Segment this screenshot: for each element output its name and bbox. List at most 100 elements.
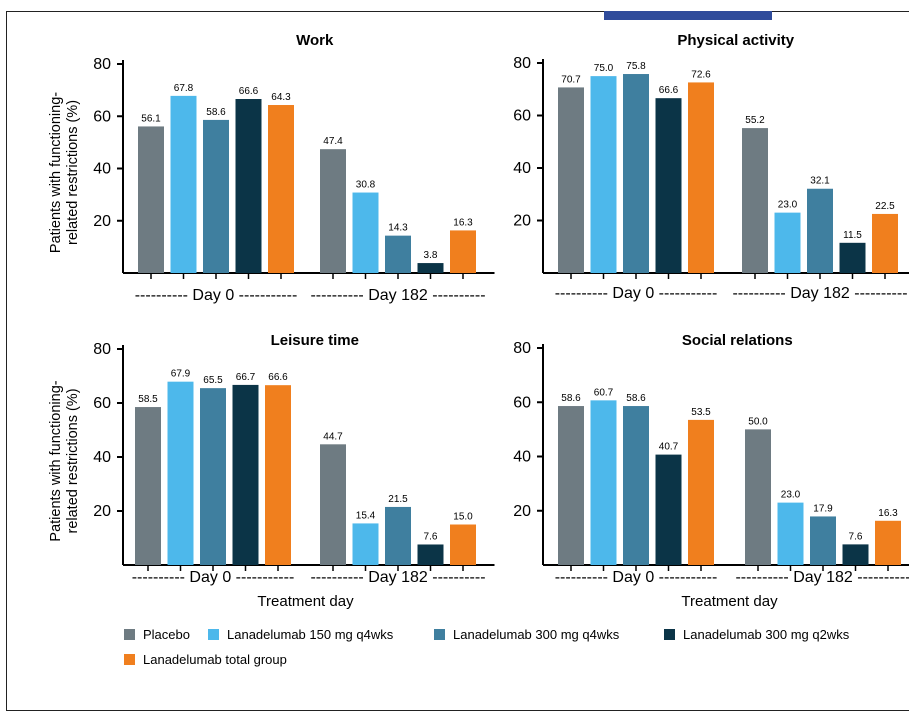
bar-day-182-series-3	[385, 506, 411, 565]
bar-data-label: 16.3	[878, 508, 898, 519]
y-axis-title-line-1: Patients with functioning-	[48, 92, 64, 253]
y-tick-label: 40	[513, 160, 531, 177]
y-axis-title: Patients with functioning-related restri…	[48, 92, 81, 253]
bar-data-label: 15.0	[453, 512, 473, 523]
bar-data-label: 70.7	[561, 74, 581, 85]
bar-day-0-series-3	[623, 74, 649, 274]
bar-data-label: 30.8	[356, 180, 376, 191]
bar-day-0-series-2	[590, 76, 617, 273]
bar-data-label: 58.6	[626, 393, 646, 404]
y-tick-label: 40	[93, 449, 111, 466]
bar-data-label: 75.8	[626, 61, 646, 72]
bar-day-0-series-3	[203, 119, 229, 273]
bar-data-label: 60.7	[594, 387, 614, 398]
bar-data-label: 66.6	[659, 85, 679, 96]
legend-label: Lanadelumab total group	[143, 652, 287, 667]
legend-item-2: Lanadelumab 150 mg q4wks	[208, 627, 393, 642]
chart-panel-3: Leisure time 20 40 60 80 58.5 44.7 67.9 15.4 65.5…	[48, 332, 495, 610]
bar-day-182-series-5	[450, 524, 476, 565]
bar-data-label: 58.5	[138, 394, 158, 405]
bar-day-0-series-1	[558, 87, 584, 273]
bar-data-label: 15.4	[356, 510, 376, 521]
y-axis-title-line-2: related restrictions (%)	[65, 388, 81, 533]
group-label: ---------- Day 182 ----------	[735, 569, 909, 586]
bar-day-182-series-2	[777, 502, 804, 565]
legend-item-1: Placebo	[124, 627, 190, 642]
bar-data-label: 17.9	[813, 503, 833, 514]
legend-label: Placebo	[143, 627, 190, 642]
bar-day-182-series-2	[352, 523, 379, 565]
y-axis-title-line-2: related restrictions (%)	[65, 100, 81, 245]
bar-data-label: 32.1	[810, 176, 830, 187]
bar-day-0-series-2	[590, 400, 617, 565]
legend-label: Lanadelumab 300 mg q4wks	[453, 627, 620, 642]
bar-day-182-series-5	[450, 230, 476, 273]
y-tick-label: 60	[513, 108, 531, 125]
chart-title: Work	[296, 32, 334, 49]
x-axis-title: Treatment day	[681, 593, 778, 610]
bar-day-182-series-4	[839, 242, 866, 273]
bar-data-label: 14.3	[388, 223, 408, 234]
bar-day-0-series-3	[623, 406, 649, 565]
legend-swatch	[124, 654, 135, 665]
legend-item-5: Lanadelumab total group	[124, 652, 287, 667]
bar-data-label: 44.7	[323, 431, 343, 442]
chart-panel-1: Work 20 40 60 80 56.1 47.4 67.8 30.8 58.6 14.3 66.6…	[48, 32, 495, 304]
bar-data-label: 22.5	[875, 201, 895, 212]
bar-day-0-series-4	[235, 99, 262, 273]
bar-data-label: 66.6	[268, 372, 288, 383]
group-label: ---------- Day 0 -----------	[555, 285, 718, 302]
bar-data-label: 72.6	[691, 69, 711, 80]
y-tick-label: 20	[93, 213, 111, 230]
group-label: ---------- Day 182 ----------	[732, 285, 907, 302]
bar-data-label: 47.4	[323, 136, 343, 147]
bar-day-0-series-1	[138, 126, 164, 273]
bar-data-label: 11.5	[843, 230, 862, 241]
y-tick-label: 20	[513, 213, 531, 230]
bar-data-label: 66.7	[236, 372, 256, 383]
y-tick-label: 20	[93, 503, 111, 520]
legend-label: Lanadelumab 150 mg q4wks	[227, 627, 394, 642]
x-axis-title: Treatment day	[257, 593, 354, 610]
bar-day-182-series-3	[385, 235, 411, 273]
group-label: ---------- Day 0 -----------	[132, 569, 295, 586]
group-label: ---------- Day 182 ----------	[310, 569, 485, 586]
group-label: ---------- Day 0 -----------	[555, 569, 718, 586]
group-label: ---------- Day 182 ----------	[310, 287, 485, 304]
bar-day-182-series-3	[810, 516, 836, 565]
bar-day-0-series-5	[688, 82, 714, 273]
y-tick-label: 60	[513, 394, 531, 411]
chart-title: Physical activity	[677, 32, 794, 49]
bar-data-label: 21.5	[388, 494, 408, 505]
y-tick-label: 80	[93, 56, 111, 73]
bar-day-182-series-1	[320, 149, 346, 273]
bar-data-label: 58.6	[206, 107, 226, 118]
y-axis-title-line-1: Patients with functioning-	[48, 380, 64, 541]
bar-day-0-series-1	[135, 407, 161, 565]
bar-day-0-series-4	[232, 384, 259, 565]
bar-data-label: 64.3	[271, 92, 291, 103]
bar-day-0-series-4	[655, 454, 682, 565]
y-tick-label: 40	[93, 161, 111, 178]
legend: Placebo Lanadelumab 150 mg q4wks Lanadelum…	[124, 627, 849, 667]
bar-day-0-series-2	[167, 381, 194, 565]
group-label: ---------- Day 0 -----------	[135, 287, 298, 304]
legend-item-3: Lanadelumab 300 mg q4wks	[434, 627, 619, 642]
chart-panel-2: Physical activity 20 40 60 80 70.7 55.2 75.0 23.…	[513, 32, 909, 302]
bar-data-label: 75.0	[594, 63, 614, 74]
y-tick-label: 60	[93, 108, 111, 125]
bar-day-0-series-4	[655, 98, 682, 273]
bar-day-182-series-2	[774, 212, 801, 273]
bar-data-label: 55.2	[745, 115, 765, 126]
bar-day-0-series-1	[558, 406, 584, 565]
bar-data-label: 3.8	[424, 250, 438, 261]
bar-data-label: 23.0	[781, 490, 801, 501]
bar-day-0-series-3	[200, 388, 226, 565]
bar-day-182-series-3	[807, 188, 833, 273]
bar-day-0-series-5	[268, 105, 294, 273]
chart-panel-4: Social relations 20 40 60 80 58.6 50.0 60.7 23.0…	[513, 332, 909, 610]
bar-data-label: 56.1	[141, 113, 161, 124]
bar-day-182-series-1	[742, 128, 768, 273]
bar-data-label: 23.0	[778, 200, 798, 211]
legend-swatch	[124, 629, 135, 640]
